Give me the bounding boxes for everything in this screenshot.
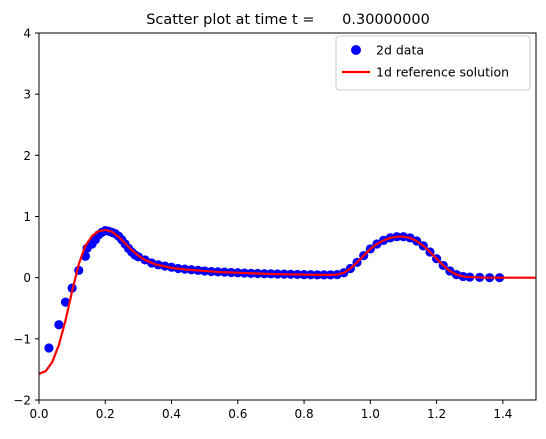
scatter-point-1: [54, 320, 64, 330]
chart-title: Scatter plot at time t = 0.30000000: [146, 12, 430, 28]
y-tick-label-2: 0: [23, 271, 31, 285]
x-tick-label-6: 1.2: [427, 407, 446, 421]
y-tick-label-3: 1: [23, 210, 31, 224]
legend-label-1d-reference: 1d reference solution: [376, 65, 509, 80]
y-tick-label-1: −1: [13, 332, 31, 346]
y-tick-label-4: 2: [23, 149, 31, 163]
series-line-1: [39, 228, 536, 375]
x-tick-label-4: 0.8: [295, 407, 314, 421]
scatter-point-0: [44, 343, 54, 353]
y-tick-label-5: 3: [23, 88, 31, 102]
x-tick-label-2: 0.4: [162, 407, 181, 421]
x-tick-label-3: 0.6: [228, 407, 247, 421]
plot-content: [39, 225, 536, 375]
legend: 2d data 1d reference solution: [335, 35, 531, 91]
x-tick-label-0: 0.0: [29, 407, 48, 421]
legend-marker-2d-data: [351, 45, 361, 55]
x-tick-label-1: 0.2: [96, 407, 115, 421]
x-tick-label-7: 1.4: [493, 407, 512, 421]
y-tick-label-0: −2: [13, 394, 31, 408]
legend-label-2d-data: 2d data: [376, 43, 424, 58]
axes: 0.0 0.2 0.4 0.6 0.8 1.0 1.2 1.4 −2 −1 0 1 2 3 4: [13, 27, 537, 421]
y-tick-label-6: 4: [23, 27, 31, 41]
scatter-point-2: [60, 297, 71, 307]
legend-frame: [335, 35, 531, 91]
x-tick-label-5: 1.0: [361, 407, 380, 421]
plot-area: [39, 225, 536, 375]
